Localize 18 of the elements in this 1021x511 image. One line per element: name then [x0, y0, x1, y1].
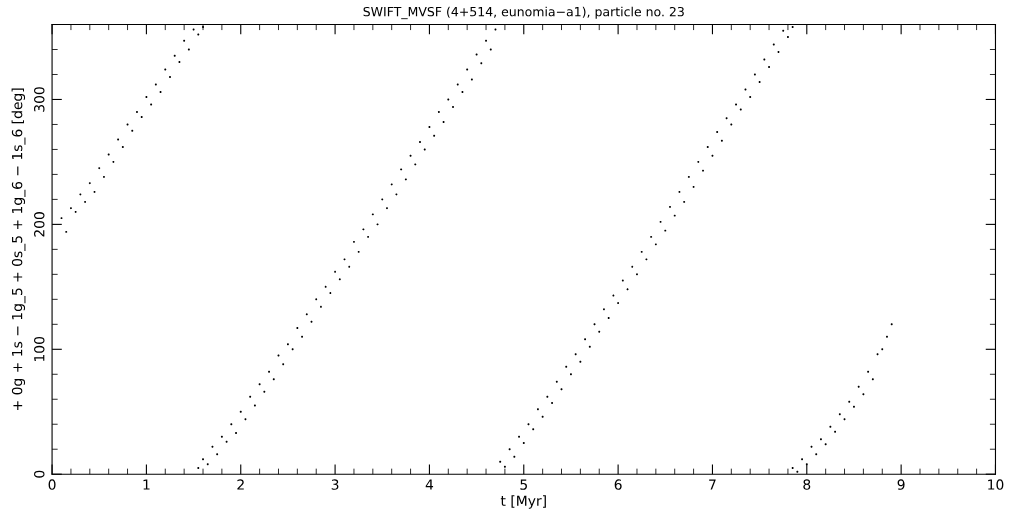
y-tick-label: 200	[34, 212, 45, 237]
x-tick-label: 7	[709, 479, 716, 490]
x-tick-label: 2	[237, 479, 244, 490]
y-axis-title: + 0g + 1s − 1g_5 + 0s_5 + 1g_6 − 1s_6 [deg]	[11, 88, 26, 410]
x-tick-label: 4	[425, 479, 434, 490]
x-tick-label: 8	[803, 479, 811, 490]
x-tick-label: 9	[897, 479, 905, 490]
y-tick-label: 300	[34, 87, 45, 112]
x-tick-label: 3	[331, 479, 339, 490]
x-tick-label: 0	[48, 479, 56, 490]
y-tick-label: 100	[34, 336, 45, 362]
x-tick-label: 6	[614, 479, 622, 490]
x-tick-label: 1	[143, 479, 150, 490]
y-tick-label: 0	[34, 470, 45, 478]
x-axis-title: t [Myr]	[500, 495, 546, 509]
chart-title: SWIFT_MVSF (4+514, eunomia−a1), particle no. 23	[363, 6, 684, 20]
x-tick-label: 10	[988, 479, 1004, 490]
x-tick-label: 5	[520, 479, 527, 490]
